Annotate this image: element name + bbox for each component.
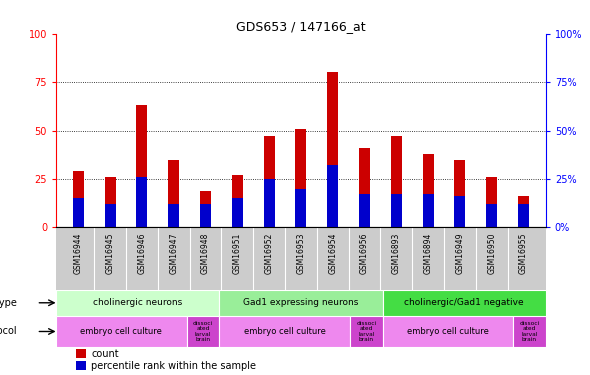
- Text: embryo cell culture: embryo cell culture: [407, 327, 489, 336]
- Bar: [518, 196, 529, 227]
- Bar: [422, 154, 434, 227]
- Text: GSM16946: GSM16946: [137, 232, 146, 274]
- Text: dissoci
ated
larval
brain: dissoci ated larval brain: [356, 321, 376, 342]
- Bar: [486, 204, 497, 227]
- Text: GSM16894: GSM16894: [424, 232, 432, 274]
- Text: cholinergic/Gad1 negative: cholinergic/Gad1 negative: [404, 298, 524, 307]
- Text: GSM16950: GSM16950: [487, 232, 496, 274]
- Bar: [327, 72, 338, 227]
- Bar: [219, 290, 382, 316]
- Text: embryo cell culture: embryo cell culture: [244, 327, 326, 336]
- Text: percentile rank within the sample: percentile rank within the sample: [91, 361, 256, 370]
- Text: GSM16956: GSM16956: [360, 232, 369, 274]
- Text: GSM16949: GSM16949: [455, 232, 464, 274]
- Bar: [391, 136, 402, 227]
- Bar: [422, 195, 434, 227]
- Bar: [232, 198, 243, 227]
- Bar: [104, 204, 116, 227]
- Text: GSM16948: GSM16948: [201, 232, 210, 274]
- Bar: [350, 316, 382, 347]
- Bar: [382, 316, 513, 347]
- Text: GSM16955: GSM16955: [519, 232, 528, 274]
- Text: GSM16953: GSM16953: [296, 232, 306, 274]
- Text: GSM16893: GSM16893: [392, 232, 401, 274]
- Text: GSM16944: GSM16944: [74, 232, 83, 274]
- Bar: [200, 204, 211, 227]
- Bar: [136, 177, 148, 227]
- Text: count: count: [91, 349, 119, 358]
- Text: dissoci
ated
larval
brain: dissoci ated larval brain: [519, 321, 539, 342]
- Text: GSM16951: GSM16951: [233, 232, 242, 274]
- Bar: [454, 196, 466, 227]
- Text: GSM16952: GSM16952: [264, 232, 274, 274]
- Bar: [73, 198, 84, 227]
- Bar: [454, 160, 466, 227]
- Bar: [76, 349, 86, 358]
- Text: GSM16945: GSM16945: [106, 232, 114, 274]
- Bar: [104, 177, 116, 227]
- Bar: [264, 136, 275, 227]
- Bar: [486, 177, 497, 227]
- Text: GSM16947: GSM16947: [169, 232, 178, 274]
- Bar: [513, 316, 546, 347]
- Bar: [76, 362, 86, 370]
- Text: protocol: protocol: [0, 327, 17, 336]
- Text: cholinergic neurons: cholinergic neurons: [93, 298, 182, 307]
- Text: GSM16954: GSM16954: [328, 232, 337, 274]
- Text: cell type: cell type: [0, 298, 17, 308]
- Bar: [200, 190, 211, 227]
- Bar: [391, 195, 402, 227]
- Bar: [232, 175, 243, 227]
- Bar: [186, 316, 219, 347]
- Bar: [296, 129, 306, 227]
- Title: GDS653 / 147166_at: GDS653 / 147166_at: [236, 20, 366, 33]
- Bar: [56, 290, 219, 316]
- Bar: [136, 105, 148, 227]
- Bar: [296, 189, 306, 227]
- Bar: [359, 195, 370, 227]
- Bar: [168, 204, 179, 227]
- Bar: [359, 148, 370, 227]
- Bar: [518, 204, 529, 227]
- Text: dissoci
ated
larval
brain: dissoci ated larval brain: [193, 321, 213, 342]
- Bar: [168, 160, 179, 227]
- Text: Gad1 expressing neurons: Gad1 expressing neurons: [243, 298, 359, 307]
- Bar: [382, 290, 546, 316]
- Bar: [327, 165, 338, 227]
- Bar: [56, 316, 186, 347]
- Bar: [264, 179, 275, 227]
- Text: embryo cell culture: embryo cell culture: [80, 327, 162, 336]
- Bar: [73, 171, 84, 227]
- Bar: [219, 316, 350, 347]
